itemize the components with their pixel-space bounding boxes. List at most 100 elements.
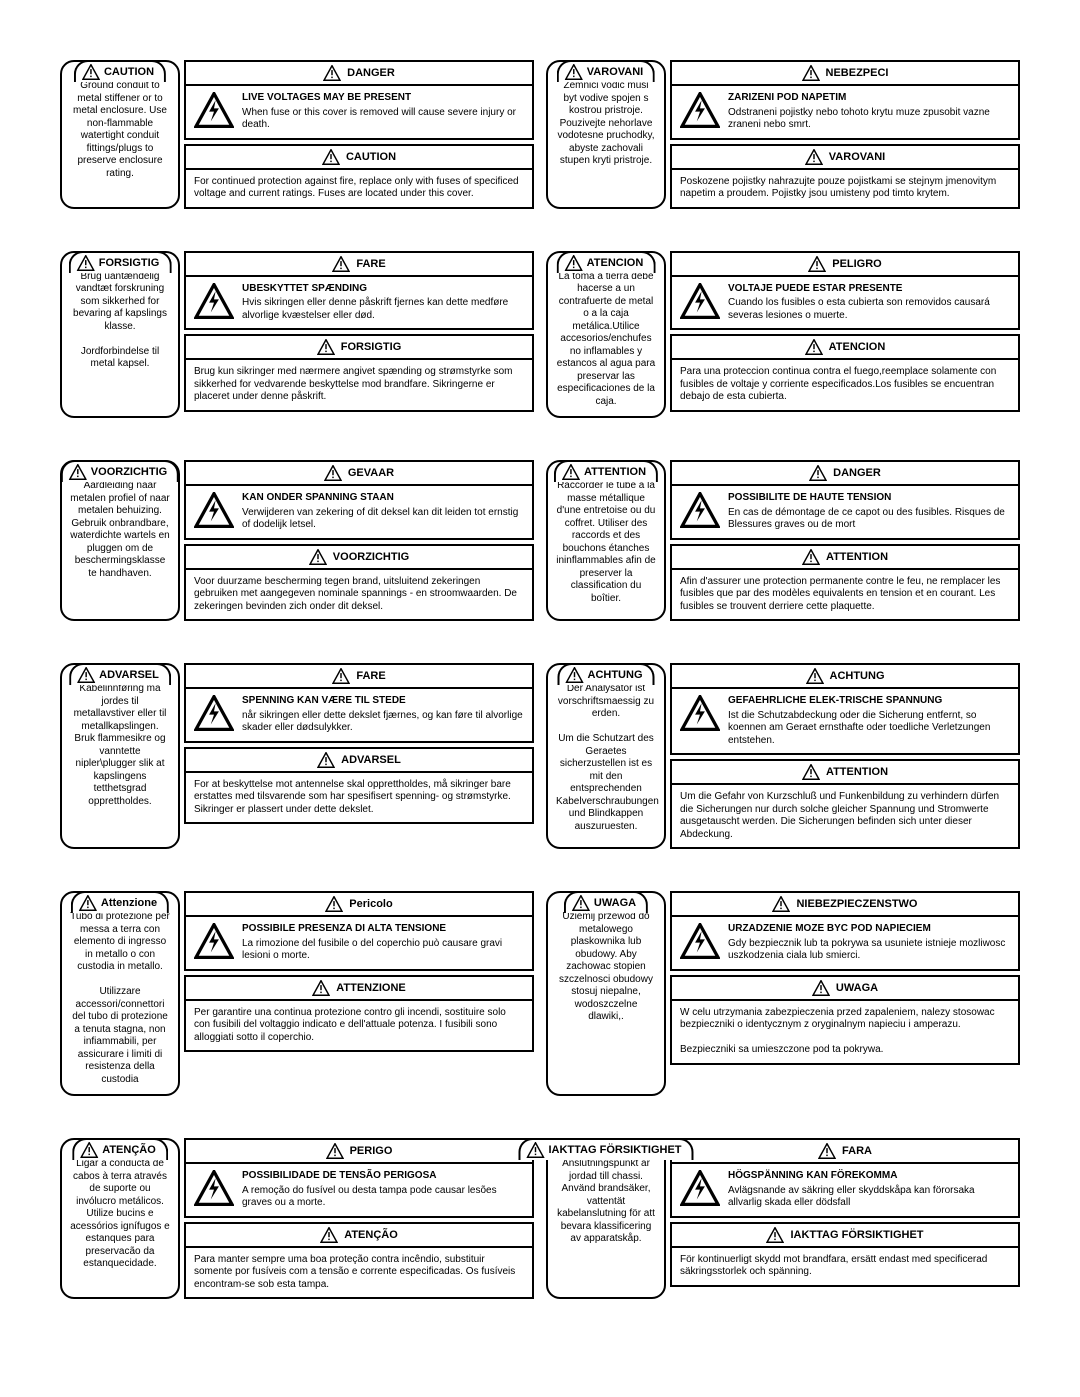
warning-triangle-icon [312,980,330,996]
warning-triangle-icon [82,64,100,80]
danger-body: POSSIBILITE DE HAUTE TENSION En cas de d… [672,486,1018,538]
caution-tab-label: VOORZICHTIG [91,465,167,479]
danger-title: KAN ONDER SPANNING STAAN [242,492,524,505]
caution-tab: VAROVANI [557,60,655,82]
warning-triangle-icon [805,339,823,355]
row-spacer [60,859,534,881]
warning-triangle-icon [806,668,824,684]
fuse-caution-label: ADVARSEL [341,754,401,766]
danger-title: POSSIBILIDADE DE TENSÃO PERIGOSA [242,1170,524,1183]
warning-block: UWAGA Uziemij przewod do metalowego plas… [546,891,1020,1096]
warning-triangle-icon [323,65,341,81]
fuse-caution-box: FORSIGTIG Brug kun sikringer med nærmere… [184,334,534,412]
danger-head-label: DANGER [833,467,881,479]
danger-desc: Odstraneni pojistky nebo tohoto krytu mu… [728,107,990,131]
danger-desc: Ist die Schutzabdeckung oder die Sicheru… [728,710,990,746]
fuse-caution-text: Para una proteccion continua contra el f… [672,360,1018,410]
fuse-caution-text: Um die Gefahr von Kurzschluß und Funkenb… [672,785,1018,847]
row-spacer [60,1106,534,1128]
danger-desc: når sikringen eller dette dekslet fjærne… [242,710,523,734]
fuse-caution-label: VAROVANI [829,151,885,163]
danger-text: KAN ONDER SPANNING STAAN Verwijderen van… [242,492,524,532]
danger-box: DANGER LIVE VOLTAGES MAY BE PRESENT When… [184,60,534,140]
caution-tab-label: ATENCION [587,256,644,270]
high-voltage-icon [194,283,234,319]
warning-triangle-icon [324,465,342,481]
fuse-caution-text: For at beskyttelse mot antennelse skal o… [186,773,532,823]
danger-title: UBESKYTTET SPÆNDING [242,283,524,296]
fuse-caution-label: ATTENTION [826,551,888,563]
row-spacer [60,219,534,241]
ground-caution-box: ATTENTION Raccorder le tube à la masse m… [546,460,666,621]
danger-body: UBESKYTTET SPÆNDING Hvis sikringen eller… [186,277,532,329]
fuse-caution-head: UWAGA [672,977,1018,1001]
hazard-stack: NIEBEZPIECZENSTWO URZADZENIE MOZE BYC PO… [670,891,1020,1096]
fuse-caution-head: VOORZICHTIG [186,546,532,570]
warning-block: ACHTUNG Der Analysator ist vorschriftsma… [546,663,1020,849]
warning-triangle-icon [809,465,827,481]
caution-tab-label: Attenzione [101,896,157,910]
fuse-caution-label: ATTENTION [826,766,888,778]
ground-caution-box: IAKTTAG FÖRSIKTIGHET Anslutningspunkt är… [546,1138,666,1299]
fuse-caution-head: ADVARSEL [186,749,532,773]
danger-desc: Hvis sikringen eller denne påskrift fjer… [242,297,508,321]
row-spacer [60,631,534,653]
caution-tab: FORSIGTIG [69,251,172,273]
danger-title: POSSIBILE PRESENZA DI ALTA TENSIONE [242,923,524,936]
danger-body: URZADZENIE MOZE BYC POD NAPIECIEM Gdy be… [672,917,1018,969]
high-voltage-icon [680,1170,720,1206]
fuse-caution-text: Para manter sempre uma boa proteção cont… [186,1248,532,1298]
caution-body-text: Der Analysator ist vorschriftsmaessig zu… [548,665,664,841]
danger-text: LIVE VOLTAGES MAY BE PRESENT When fuse o… [242,92,524,132]
caution-tab-label: ADVARSEL [99,668,159,682]
warning-triangle-icon [562,464,580,480]
hazard-stack: PERIGO POSSIBILIDADE DE TENSÃO PERIGOSA … [184,1138,534,1299]
ground-caution-box: Attenzione Tubo di protezione per messa … [60,891,180,1096]
caution-body-text: La toma a tierra debe hacerse a un contr… [548,253,664,417]
caution-tab: ATTENTION [554,460,658,482]
row-spacer [546,428,1020,450]
caution-tab: ATENÇÃO [72,1138,168,1160]
high-voltage-icon [194,492,234,528]
warning-triangle-icon [332,256,350,272]
fuse-caution-head: IAKTTAG FÖRSIKTIGHET [672,1224,1018,1248]
fuse-caution-box: ATENCION Para una proteccion continua co… [670,334,1020,412]
danger-body: ZARIZENI POD NAPETIM Odstraneni pojistky… [672,86,1018,138]
hazard-stack: Pericolo POSSIBILE PRESENZA DI ALTA TENS… [184,891,534,1096]
warning-triangle-icon [80,1142,98,1158]
danger-body: VOLTAJE PUEDE ESTAR PRESENTE Cuando los … [672,277,1018,329]
fuse-caution-label: UWAGA [836,982,878,994]
danger-head: GEVAAR [186,462,532,486]
warning-block: Attenzione Tubo di protezione per messa … [60,891,534,1096]
ground-caution-box: UWAGA Uziemij przewod do metalowego plas… [546,891,666,1096]
danger-desc: When fuse or this cover is removed will … [242,107,516,131]
danger-head-label: ACHTUNG [830,670,885,682]
danger-body: POSSIBILIDADE DE TENSÃO PERIGOSA A remoç… [186,1164,532,1216]
danger-head: FARE [186,665,532,689]
caution-tab: IAKTTAG FÖRSIKTIGHET [518,1138,693,1160]
danger-box: PELIGRO VOLTAJE PUEDE ESTAR PRESENTE Cua… [670,251,1020,331]
danger-head-label: FARE [356,670,385,682]
ground-caution-box: ATENÇÃO Ligar a conducta de cabos à terr… [60,1138,180,1299]
danger-head: FARE [186,253,532,277]
high-voltage-icon [680,923,720,959]
fuse-caution-box: ATENÇÃO Para manter sempre uma boa prote… [184,1222,534,1300]
warning-block: FORSIGTIG Brug uantændelig vandtæt forsk… [60,251,534,419]
danger-head-label: FARE [356,258,385,270]
warning-block: ATTENTION Raccorder le tube à la masse m… [546,460,1020,621]
warning-triangle-icon [69,464,87,480]
fuse-caution-head: ATTENTION [672,546,1018,570]
warning-triangle-icon [772,896,790,912]
danger-text: URZADZENIE MOZE BYC POD NAPIECIEM Gdy be… [728,923,1010,963]
caution-tab: ATENCION [557,251,656,273]
danger-head-label: NIEBEZPIECZENSTWO [796,898,917,910]
danger-text: UBESKYTTET SPÆNDING Hvis sikringen eller… [242,283,524,323]
ground-caution-box: VAROVANI Zemnici vodic musi byt vodive s… [546,60,666,209]
caution-tab-label: FORSIGTIG [99,256,160,270]
danger-head-label: Pericolo [349,898,392,910]
danger-head: NEBEZPECI [672,62,1018,86]
caution-tab-label: ACHTUNG [588,668,643,682]
warning-block: CAUTION Ground conduit to metal stiffene… [60,60,534,209]
row-spacer [546,859,1020,881]
danger-desc: Avlägsnande av säkring eller skyddskåpa … [728,1185,975,1209]
